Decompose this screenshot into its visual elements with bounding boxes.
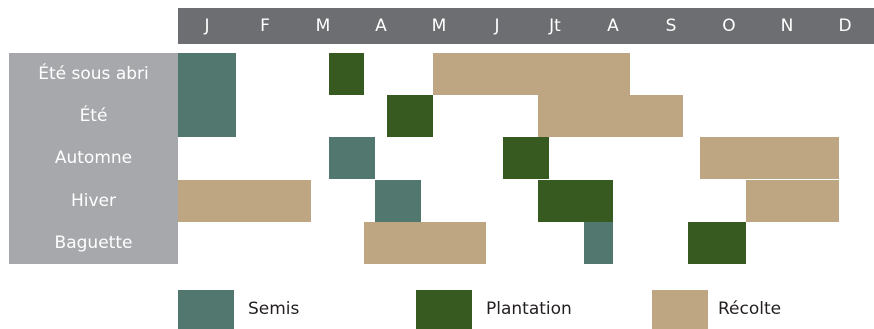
month-jul: Jt — [549, 16, 561, 36]
calendar-cell-semis — [178, 53, 236, 95]
legend-plantation-label: Plantation — [486, 299, 572, 319]
calendar-cell-semis — [584, 222, 613, 264]
calendar-cell-plantation — [329, 53, 364, 95]
month-apr: A — [375, 16, 387, 36]
month-oct: O — [722, 16, 736, 36]
calendar-cell-plantation — [503, 137, 549, 179]
calendar-cell-recolte — [364, 222, 486, 264]
month-jan: J — [204, 16, 210, 36]
row-label-column — [9, 53, 178, 264]
row-label-baguette: Baguette — [54, 233, 133, 253]
month-mar: M — [315, 16, 331, 36]
month-nov: N — [780, 16, 794, 36]
calendar-cell-plantation — [538, 180, 613, 222]
legend-recolte-swatch — [652, 290, 708, 329]
legend-recolte-label: Récolte — [718, 299, 782, 319]
month-feb: F — [260, 16, 270, 36]
month-header-bar — [178, 8, 874, 44]
legend-semis-swatch — [178, 290, 234, 329]
row-label-automne: Automne — [54, 148, 133, 168]
row-label-ete-sous-abri: Été sous abri — [38, 64, 149, 84]
row-label-ete: Été — [79, 106, 108, 126]
legend-plantation-swatch — [416, 290, 472, 329]
calendar-cell-plantation — [688, 222, 746, 264]
legend-semis-label: Semis — [248, 299, 300, 319]
calendar-cell-recolte — [433, 53, 630, 95]
row-label-hiver: Hiver — [70, 191, 116, 211]
calendar-cell-recolte — [700, 137, 839, 179]
calendar-cell-plantation — [387, 95, 433, 137]
calendar-cell-semis — [329, 137, 375, 179]
calendar-cell-semis — [375, 180, 421, 222]
calendar-cell-recolte — [538, 95, 683, 137]
month-aug: A — [607, 16, 619, 36]
calendar-cell-semis — [178, 95, 236, 137]
month-sep: S — [665, 16, 677, 36]
month-may: M — [431, 16, 447, 36]
month-jun: J — [494, 16, 500, 36]
calendar-cell-recolte — [178, 180, 311, 222]
calendar-cell-recolte — [746, 180, 839, 222]
month-dec: D — [838, 16, 852, 36]
